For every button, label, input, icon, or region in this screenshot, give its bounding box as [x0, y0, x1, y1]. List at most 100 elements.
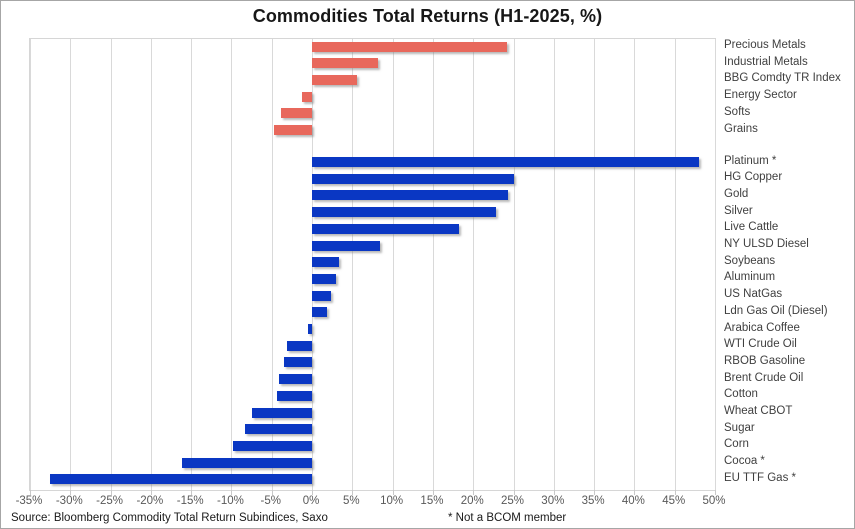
category-label-us-natgas: US NatGas [724, 288, 783, 301]
bar-industrial-metals [312, 58, 379, 69]
gridline [553, 39, 555, 490]
gridline [271, 39, 273, 490]
x-tick-label: -35% [15, 495, 43, 507]
category-label-bbg-comdty-tr-index: BBG Comdty TR Index [724, 72, 841, 85]
axis-tick [715, 490, 716, 495]
category-label-precious-metals: Precious Metals [724, 39, 806, 51]
category-label-cocoa: Cocoa * [724, 455, 765, 468]
bar-hg-copper [312, 173, 514, 184]
source-note: Source: Bloomberg Commodity Total Return… [11, 512, 328, 524]
plot-area [29, 38, 716, 495]
x-tick-label: 10% [380, 495, 404, 507]
bar-precious-metals [312, 41, 508, 52]
x-tick-label: 20% [460, 495, 484, 507]
bar-ldn-gas-oil-diesel [312, 307, 327, 318]
gridline [473, 39, 475, 490]
gridline [674, 39, 676, 490]
axis-tick [513, 490, 515, 495]
x-tick-label: 50% [702, 495, 726, 507]
gridline [352, 39, 354, 490]
x-tick-label: -20% [136, 495, 164, 507]
gridline [150, 39, 152, 490]
x-tick-label: 0% [302, 495, 320, 507]
x-tick-label: -15% [176, 495, 204, 507]
category-label-eu-ttf-gas: EU TTF Gas * [724, 471, 796, 484]
category-label-platinum: Platinum * [724, 154, 777, 167]
category-labels-column: Precious Metals Industrial Metals BBG Comd… [724, 1, 854, 528]
x-tick-label: -30% [55, 495, 83, 507]
bcom-footnote: * Not a BCOM member [448, 512, 567, 524]
category-label-arabica-coffee: Arabica Coffee [724, 321, 800, 334]
axis-tick [432, 490, 434, 495]
category-label-corn: Corn [724, 438, 749, 451]
category-label-brent-crude-oil: Brent Crude Oil [724, 371, 804, 384]
gridline [191, 39, 193, 490]
bar-live-cattle [312, 223, 459, 234]
axis-tick [70, 490, 72, 495]
bar-grains [274, 125, 313, 135]
axis-tick [594, 490, 596, 495]
bar-silver [312, 207, 496, 218]
category-label-soybeans: Soybeans [724, 254, 776, 267]
gridline [110, 39, 112, 490]
bar-ny-ulsd-diesel [312, 240, 380, 251]
x-tick-label: 45% [662, 495, 686, 507]
gridline [634, 39, 636, 490]
axis-tick [231, 490, 233, 495]
bar-gold [312, 190, 508, 201]
bar-energy-sector [302, 91, 313, 102]
category-label-live-cattle: Live Cattle [724, 221, 779, 234]
gridline [513, 39, 515, 490]
axis-tick [312, 490, 314, 495]
x-tick-label: 5% [343, 495, 360, 507]
bar-softs [281, 108, 313, 119]
category-label-sugar: Sugar [724, 421, 755, 434]
gridline [70, 39, 72, 490]
bar-wti-crude-oil [287, 340, 313, 351]
category-label-gold: Gold [724, 187, 749, 200]
bar-eu-ttf-gas [50, 474, 313, 485]
bar-cocoa [181, 457, 313, 468]
category-label-ny-ulsd-diesel: NY ULSD Diesel [724, 238, 809, 250]
category-label-wheat-cbot: Wheat CBOT [724, 405, 793, 417]
category-label-softs: Softs [724, 105, 751, 118]
axis-tick [150, 490, 152, 495]
gridline [432, 39, 434, 490]
bar-soybeans [312, 257, 339, 268]
gridline [715, 39, 716, 490]
x-tick-label: -5% [260, 495, 281, 507]
gridline [392, 39, 394, 490]
gridline [594, 39, 596, 490]
x-tick-label: 40% [621, 495, 645, 507]
category-label-aluminum: Aluminum [724, 271, 776, 284]
axis-tick [352, 490, 354, 495]
category-label-energy-sector: Energy Sector [724, 89, 797, 102]
x-tick-label: -25% [96, 495, 123, 507]
x-axis: -35% -30% -25% -20% -15% -10% -5% 0% 5% 10% 15% 20%… [1, 495, 854, 509]
gridline [231, 39, 233, 490]
category-label-cotton: Cotton [724, 388, 758, 401]
bar-cotton [276, 390, 313, 401]
x-tick-label: 35% [581, 495, 605, 507]
x-tick-label: 25% [501, 495, 525, 507]
chart-title: Commodities Total Returns (H1-2025, %) [252, 6, 603, 26]
x-tick-label: 15% [420, 495, 444, 507]
axis-tick [634, 490, 636, 495]
bar-bbg-comdty-tr-index [312, 74, 358, 85]
bar-corn [233, 440, 313, 451]
axis-tick [110, 490, 112, 495]
category-label-grains: Grains [724, 122, 758, 135]
axis-tick [473, 490, 475, 495]
axis-tick [392, 490, 394, 495]
category-label-silver: Silver [724, 204, 753, 217]
axis-tick [30, 490, 31, 495]
category-label-rbob-gasoline: RBOB Gasoline [724, 354, 806, 367]
bar-arabica-coffee [308, 324, 313, 334]
bar-sugar [245, 424, 313, 435]
gridline [30, 39, 31, 490]
axis-tick [191, 490, 193, 495]
bar-aluminum [312, 273, 337, 284]
bar-platinum [312, 157, 699, 167]
x-tick-label: 30% [541, 495, 565, 507]
